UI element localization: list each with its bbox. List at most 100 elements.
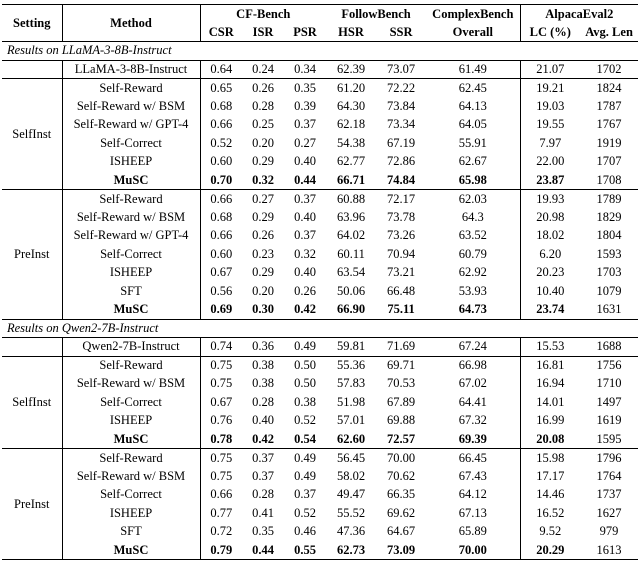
metric-cell: 1593	[596, 246, 622, 261]
metric-cell: 63.54	[336, 265, 366, 280]
metric-cell: 0.52	[294, 505, 316, 520]
setting-cell: PreInst	[2, 189, 62, 319]
metric-cell: 57.83	[336, 376, 366, 391]
metric-cell: 14.01	[519, 393, 581, 412]
metric-cell: 63.52	[458, 228, 487, 243]
metric-cell: 0.72	[199, 522, 242, 541]
metric-cell: 62.03	[426, 189, 521, 208]
method-row: SFT 0.72 0.35 0.46 47.36 64.67 65.89 9.52 979	[2, 522, 638, 541]
method-cell: Self-Reward w/ BSM	[61, 374, 200, 393]
metric-cell: 72.57	[386, 431, 416, 446]
metric-cell: 1756	[580, 355, 639, 375]
metric-cell: 0.79	[199, 541, 242, 560]
metric-cell: 69.39	[458, 431, 487, 446]
metric-cell: 0.66	[199, 189, 242, 208]
metric-cell: 0.34	[284, 59, 327, 79]
metric-cell: 0.38	[242, 355, 284, 375]
method-row: ISHEEP 0.60 0.29 0.40 62.77 72.86 62.67 22.00 17…	[2, 152, 638, 171]
metric-cell: 73.26	[386, 228, 416, 243]
metric-cell: 67.13	[458, 505, 487, 520]
metric-cell: 0.26	[252, 228, 274, 243]
metric-cell: 0.40	[294, 265, 316, 280]
metric-cell: 1710	[596, 376, 622, 391]
method-cell: Self-Correct	[61, 485, 200, 504]
metric-cell: 0.56	[199, 282, 242, 301]
metric-cell: 75.11	[387, 302, 415, 316]
metric-cell: 65.98	[458, 172, 487, 187]
metric-cell: 56.45	[326, 448, 377, 467]
metric-cell: 1919	[596, 135, 622, 150]
method-cell: Self-Reward	[61, 355, 200, 375]
metric-cell: 0.37	[294, 228, 316, 243]
table-header: Setting Method CF-Bench FollowBench Comple…	[2, 4, 639, 42]
metric-cell: 17.17	[519, 467, 581, 486]
section-header-row: Results on Qwen2-7B-Instruct	[2, 318, 639, 338]
metric-cell: 1619	[596, 413, 622, 428]
method-row: Self-Correct 0.67 0.28 0.38 51.98 67.89 64.41 1…	[2, 393, 638, 412]
results-table: Setting Method CF-Bench FollowBench Comple…	[2, 4, 639, 560]
metric-cell: 62.39	[326, 59, 377, 79]
metric-cell: 0.49	[284, 448, 327, 467]
metric-cell: 67.24	[426, 337, 521, 356]
header-subcol-0: CSR	[199, 23, 242, 42]
metric-cell: 0.40	[252, 413, 274, 428]
metric-cell: 0.54	[294, 431, 316, 446]
method-row: PreInst Self-Reward 0.66 0.27 0.37 60.88 72.17…	[2, 189, 639, 319]
method-row: Self-Reward w/ BSM 0.75 0.37 0.49 58.02 70.62…	[2, 467, 638, 486]
metric-cell: 0.38	[294, 394, 316, 409]
method-row: ISHEEP 0.67 0.29 0.40 63.54 73.21 62.92 20.23 17…	[2, 263, 638, 282]
metric-cell: 0.32	[252, 172, 274, 187]
metric-cell: 6.20	[519, 245, 581, 264]
metric-cell: 65.89	[458, 524, 487, 539]
metric-cell: 67.43	[458, 468, 487, 483]
method-row: MuSC 0.70 0.32 0.44 66.71 74.84 65.98 23.87 1708	[2, 171, 638, 190]
setting-cell	[2, 59, 62, 79]
metric-cell: 0.28	[252, 394, 274, 409]
metric-cell: 1787	[596, 98, 622, 113]
metric-cell: 63.96	[336, 209, 366, 224]
method-cell: LLaMA-3-8B-Instruct	[61, 59, 200, 79]
setting-cell: PreInst	[2, 448, 62, 560]
method-cell: Self-Reward	[61, 448, 200, 467]
setting-cell: SelfInst	[2, 78, 62, 190]
metric-cell: 72.86	[386, 154, 416, 169]
metric-cell: 1627	[596, 505, 622, 520]
metric-cell: 61.49	[426, 59, 521, 79]
method-cell: Self-Reward w/ BSM	[61, 97, 200, 116]
method-cell: ISHEEP	[61, 263, 200, 282]
method-row: MuSC 0.69 0.30 0.42 66.90 75.11 64.73 23.74 1631	[2, 300, 638, 319]
metric-cell: 67.89	[386, 394, 416, 409]
metric-cell: 67.32	[458, 413, 487, 428]
metric-cell: 73.84	[386, 98, 416, 113]
metric-cell: 64.12	[458, 487, 487, 502]
header-setting: Setting	[13, 15, 51, 30]
metric-cell: 69.62	[386, 505, 416, 520]
metric-cell: 62.73	[336, 542, 366, 557]
metric-cell: 0.50	[284, 355, 327, 375]
metric-cell: 9.52	[519, 522, 581, 541]
base-model-row: LLaMA-3-8B-Instruct 0.64 0.24 0.34 62.39 73.0…	[2, 59, 639, 79]
metric-cell: 73.34	[386, 117, 416, 132]
method-row: PreInst Self-Reward 0.75 0.37 0.49 56.45 70.00…	[2, 448, 639, 560]
metric-cell: 49.47	[336, 487, 366, 502]
metric-cell: 0.52	[294, 413, 316, 428]
metric-cell: 0.76	[199, 411, 242, 430]
metric-cell: 0.25	[252, 117, 274, 132]
metric-cell: 70.53	[386, 376, 416, 391]
metric-cell: 20.08	[519, 430, 581, 449]
metric-cell: 73.78	[386, 209, 416, 224]
method-cell: SFT	[61, 282, 200, 301]
metric-cell: 0.70	[199, 171, 242, 190]
method-cell: Self-Correct	[61, 393, 200, 412]
metric-cell: 0.38	[252, 376, 274, 391]
metric-cell: 0.29	[252, 265, 274, 280]
method-cell: Self-Correct	[61, 245, 200, 264]
metric-cell: 55.36	[326, 355, 377, 375]
method-row: MuSC 0.78 0.42 0.54 62.60 72.57 69.39 20.08 1595	[2, 430, 638, 449]
metric-cell: 979	[599, 524, 619, 539]
metric-cell: 0.77	[199, 504, 242, 523]
metric-cell: 0.20	[252, 135, 274, 150]
metric-cell: 0.78	[199, 430, 242, 449]
metric-cell: 20.98	[519, 208, 581, 227]
metric-cell: 1764	[596, 468, 622, 483]
